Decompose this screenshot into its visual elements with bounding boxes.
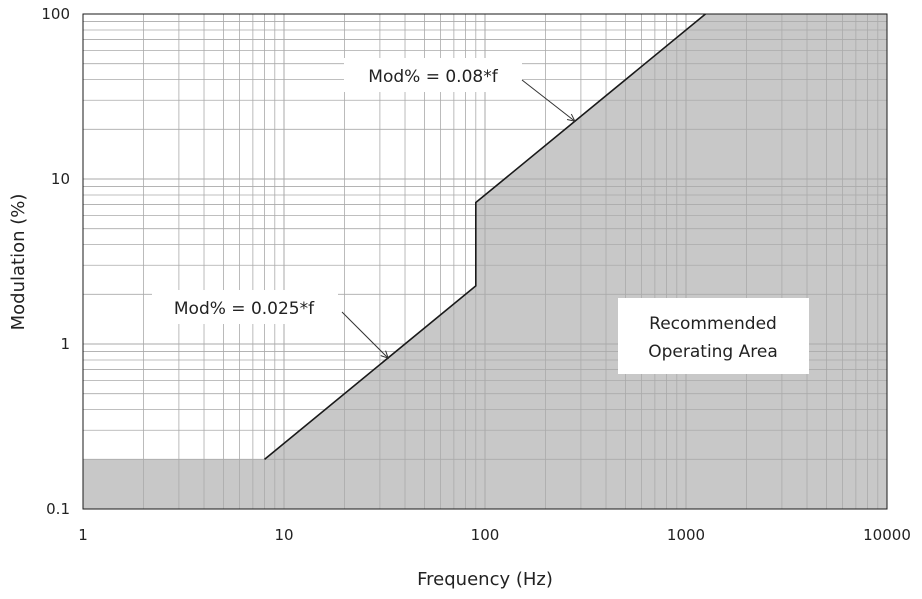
x-tick-labels: 1 10 100 1000 10000 — [78, 526, 911, 544]
operating-area-label-box — [618, 298, 809, 374]
y-tick-labels: 0.1 1 10 100 — [41, 5, 70, 518]
annotation-upper-box — [344, 58, 522, 92]
x-tick-label: 1000 — [667, 526, 705, 544]
annotation-upper-arrowhead — [566, 113, 576, 122]
annotation-upper-text: Mod% = 0.08*f — [368, 67, 498, 87]
x-tick-label: 10 — [274, 526, 293, 544]
x-tick-label: 1 — [78, 526, 88, 544]
plot-frame — [82, 13, 888, 510]
annotation-upper-formula: Mod% = 0.08*f — [344, 58, 576, 122]
y-tick-label: 1 — [60, 335, 70, 353]
x-axis-label: Frequency (Hz) — [417, 569, 553, 590]
boundary-line-layer — [264, 13, 706, 460]
x-tick-label: 100 — [471, 526, 500, 544]
annotation-operating-area: Recommended Operating Area — [618, 298, 809, 374]
y-tick-label: 10 — [51, 170, 70, 188]
y-tick-label: 0.1 — [46, 500, 70, 518]
y-axis-label: Modulation (%) — [8, 194, 29, 331]
annotation-upper-leader — [521, 79, 576, 122]
annotation-lower-box — [152, 290, 338, 324]
operating-area-label-line-2: Operating Area — [648, 342, 778, 362]
boundary-line — [264, 13, 706, 460]
y-tick-label: 100 — [41, 5, 70, 23]
operating-area-label-line-1: Recommended — [649, 314, 777, 334]
x-tick-label: 10000 — [863, 526, 911, 544]
annotation-lower-text: Mod% = 0.025*f — [174, 299, 315, 319]
annotation-lower-arrowhead — [380, 350, 390, 360]
annotation-lower-leader — [341, 311, 389, 359]
annotation-lower-formula: Mod% = 0.025*f — [152, 290, 390, 360]
